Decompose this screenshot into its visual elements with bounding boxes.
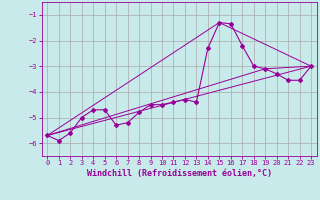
X-axis label: Windchill (Refroidissement éolien,°C): Windchill (Refroidissement éolien,°C) (87, 169, 272, 178)
